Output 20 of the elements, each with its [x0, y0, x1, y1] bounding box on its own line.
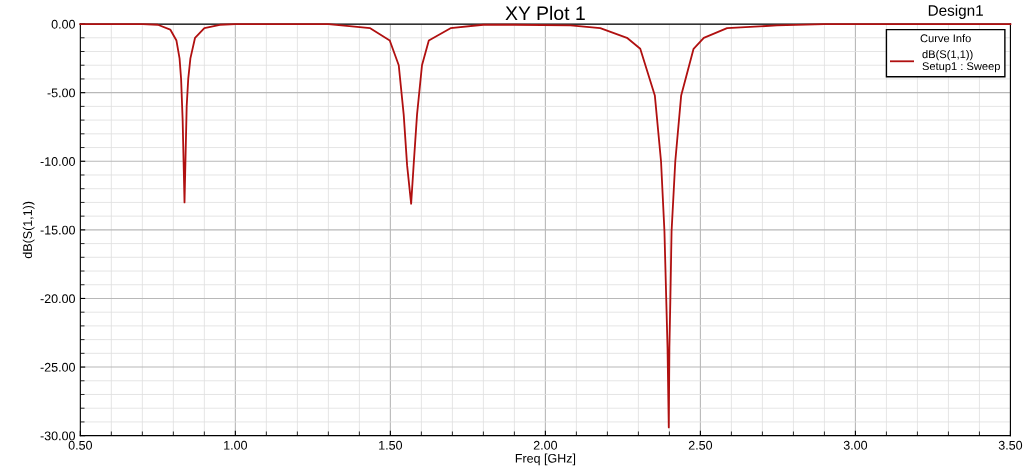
text: Design1 [928, 4, 983, 19]
y-tick-label: -20.00 [40, 294, 75, 304]
legend-label: dB(S(1,1)) Setup1 : Sweep [922, 49, 1000, 73]
x-tick-label: 1.50 [379, 440, 403, 450]
x-tick-label: 1.00 [224, 440, 248, 450]
x-tick-label: 0.50 [68, 440, 93, 450]
y-tick-label: -10.00 [40, 157, 75, 166]
y-tick-label: 0.00 [51, 19, 75, 29]
y-axis-title: dB(S(1,1)) [22, 201, 35, 259]
x-tick-label: 3.00 [843, 440, 868, 450]
y-tick-label: -25.00 [40, 362, 75, 372]
y-tick-label: -5.00 [47, 88, 75, 98]
x-tick-label: 2.00 [533, 440, 558, 450]
x-axis-title: Freq [GHz] [515, 453, 576, 466]
y-tick-label: -15.00 [40, 225, 75, 235]
y-tick-label: -30.00 [40, 431, 75, 441]
x-tick-label: 2.50 [688, 440, 713, 450]
chart-title: XY Plot 1 [505, 5, 585, 21]
x-tick-label: 3.50 [998, 440, 1023, 450]
legend-title: Curve Info [920, 34, 971, 43]
